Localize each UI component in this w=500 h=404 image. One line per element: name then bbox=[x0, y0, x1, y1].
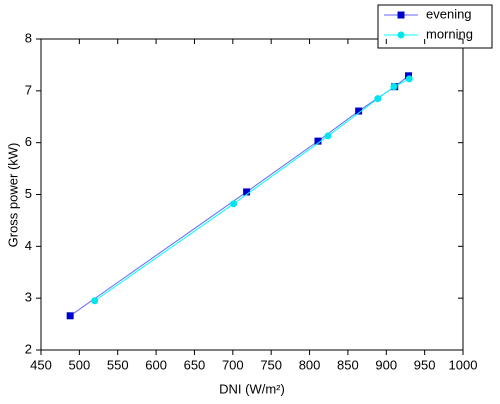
y-tick-label: 8 bbox=[25, 30, 32, 45]
x-tick-label: 750 bbox=[260, 357, 282, 372]
marker bbox=[230, 200, 238, 208]
x-tick-label: 800 bbox=[299, 357, 321, 372]
x-tick-label: 650 bbox=[184, 357, 206, 372]
plot-frame bbox=[40, 38, 464, 351]
y-tick-label: 4 bbox=[25, 238, 32, 253]
x-tick-label: 450 bbox=[30, 357, 52, 372]
y-tick-label: 3 bbox=[25, 290, 32, 305]
x-tick-label: 900 bbox=[375, 357, 397, 372]
legend-box bbox=[377, 4, 493, 49]
marker bbox=[355, 107, 363, 115]
marker bbox=[66, 312, 74, 320]
marker bbox=[405, 75, 413, 83]
marker bbox=[243, 188, 251, 196]
legend-marker bbox=[397, 31, 405, 39]
y-tick-label: 5 bbox=[25, 186, 32, 201]
marker bbox=[91, 297, 99, 305]
legend-label: evening bbox=[426, 6, 472, 21]
y-tick-label: 7 bbox=[25, 82, 32, 97]
y-tick-label: 6 bbox=[25, 134, 32, 149]
x-tick-label: 600 bbox=[145, 357, 167, 372]
legend-marker bbox=[397, 11, 405, 19]
x-tick-label: 500 bbox=[69, 357, 91, 372]
x-tick-label: 950 bbox=[414, 357, 436, 372]
x-tick-label: 850 bbox=[337, 357, 359, 372]
marker bbox=[374, 95, 382, 103]
x-tick-label: 1000 bbox=[449, 357, 478, 372]
marker bbox=[390, 83, 398, 91]
legend-label: morning bbox=[426, 26, 473, 41]
marker bbox=[314, 137, 322, 145]
y-axis-label: Gross power (kW) bbox=[5, 143, 20, 248]
x-axis-label: DNI (W/m²) bbox=[219, 381, 285, 396]
marker bbox=[324, 132, 332, 140]
x-tick-label: 700 bbox=[222, 357, 244, 372]
y-tick-label: 2 bbox=[25, 341, 32, 356]
x-tick-label: 550 bbox=[107, 357, 129, 372]
